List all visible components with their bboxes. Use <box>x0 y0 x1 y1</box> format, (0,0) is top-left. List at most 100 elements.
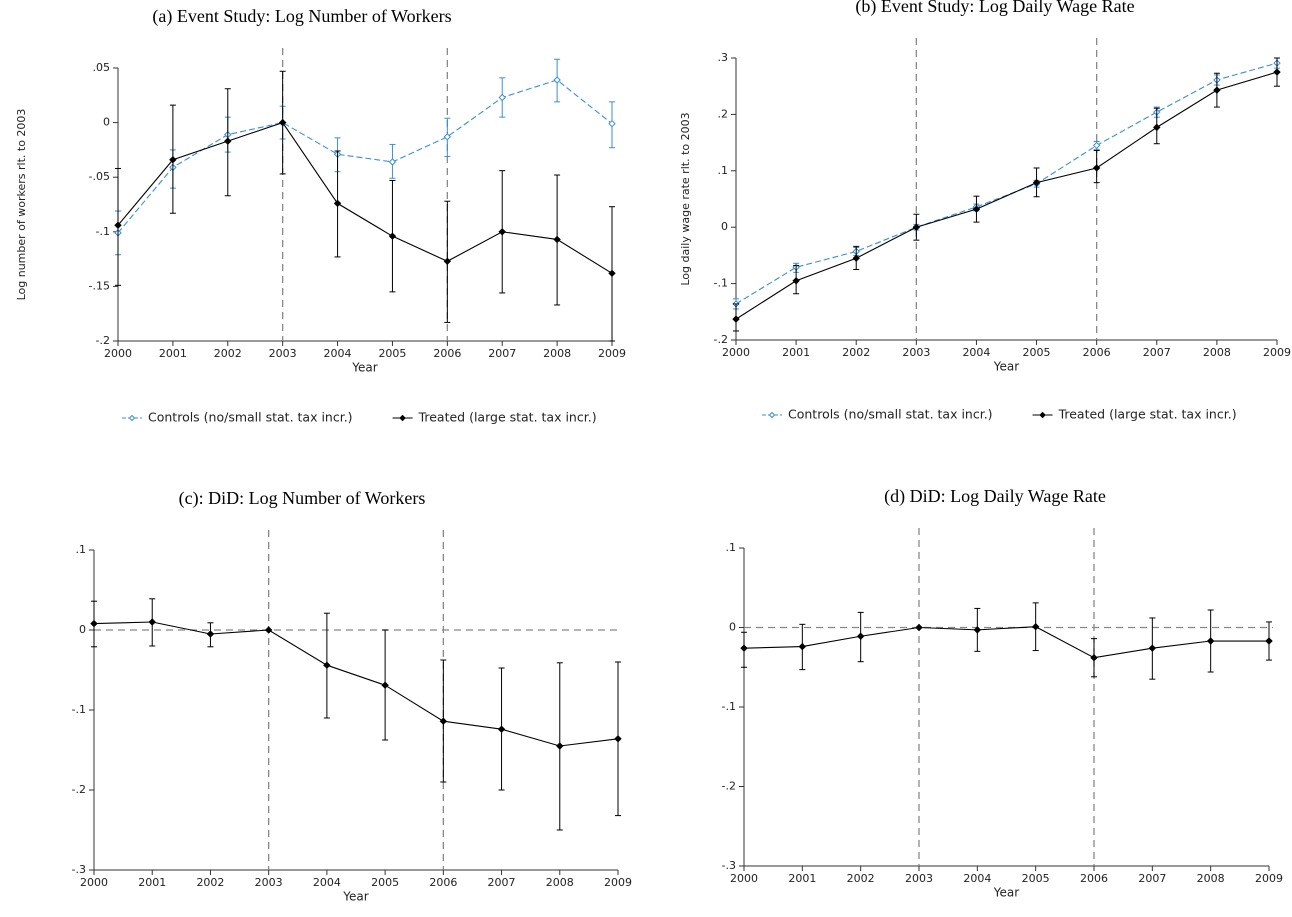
y-tick-label: -.1 <box>96 225 110 238</box>
legend-item: Treated (large stat. tax incr.) <box>392 410 597 425</box>
y-tick-label: .05 <box>93 61 111 74</box>
chart-title: (c): DiD: Log Number of Workers <box>179 488 426 509</box>
x-tick-label: 2004 <box>963 872 991 885</box>
data-point <box>206 630 215 638</box>
data-point <box>224 137 232 145</box>
x-tick-label: 2007 <box>488 876 516 889</box>
data-point <box>856 632 865 640</box>
y-tick-label: 0 <box>729 621 736 634</box>
y-tick-label: -.3 <box>722 859 736 872</box>
data-point <box>169 156 177 164</box>
x-axis-label: Year <box>993 886 1019 900</box>
x-tick-label: 2004 <box>324 347 352 360</box>
data-point <box>608 119 616 128</box>
data-point <box>1206 637 1215 645</box>
x-tick-label: 2005 <box>1023 346 1051 359</box>
legend-marker <box>1039 411 1046 419</box>
x-tick-label: 2000 <box>104 347 132 360</box>
data-point <box>798 642 807 651</box>
data-point <box>498 93 506 102</box>
legend-item: Treated (large stat. tax incr.) <box>1032 407 1237 422</box>
y-tick-label: -.2 <box>722 780 736 793</box>
y-tick-label: 0 <box>79 623 86 636</box>
x-tick-label: 2008 <box>1203 346 1231 359</box>
legend-marker <box>399 414 406 422</box>
x-tick-label: 2002 <box>214 347 242 360</box>
data-point <box>439 717 448 725</box>
x-tick-label: 2001 <box>159 347 187 360</box>
data-point <box>114 221 122 229</box>
data-point <box>1092 164 1101 172</box>
x-tick-label: 2006 <box>429 876 457 889</box>
y-tick-label: -.05 <box>89 170 110 183</box>
data-point <box>497 725 506 733</box>
x-tick-label: 2007 <box>1143 346 1171 359</box>
x-tick-label: 2005 <box>378 347 406 360</box>
series-line <box>735 62 1278 305</box>
x-tick-label: 2009 <box>1263 346 1291 359</box>
x-tick-label: 2006 <box>1080 872 1108 885</box>
data-point <box>1273 68 1281 76</box>
x-tick-label: 2009 <box>604 876 632 889</box>
x-tick-label: 2009 <box>598 347 626 360</box>
data-point <box>1148 644 1157 652</box>
y-tick-label: -.3 <box>72 863 86 876</box>
series-line <box>93 621 619 747</box>
data-point <box>323 661 331 669</box>
x-tick-label: 2000 <box>722 346 750 359</box>
x-tick-label: 2003 <box>902 346 930 359</box>
data-point <box>1092 141 1101 150</box>
x-axis-label: Year <box>342 890 368 904</box>
data-point <box>912 223 921 231</box>
legend-item: Controls (no/small stat. tax incr.) <box>122 410 353 425</box>
data-point <box>1090 654 1098 662</box>
data-point <box>498 228 506 236</box>
x-tick-label: 2000 <box>730 872 758 885</box>
x-tick-label: 2008 <box>546 876 574 889</box>
data-point <box>90 619 98 628</box>
x-tick-label: 2009 <box>1255 872 1283 885</box>
x-tick-label: 2007 <box>488 347 516 360</box>
data-point <box>556 742 564 750</box>
x-tick-label: 2004 <box>313 876 341 889</box>
data-point <box>614 735 622 743</box>
x-tick-label: 2003 <box>255 876 283 889</box>
x-axis-label: Year <box>993 360 1019 374</box>
data-point <box>915 623 923 632</box>
chart-title: (b) Event Study: Log Daily Wage Rate <box>855 0 1134 17</box>
x-tick-label: 2002 <box>842 346 870 359</box>
x-tick-label: 2004 <box>962 346 990 359</box>
data-point <box>972 205 981 213</box>
data-point <box>553 235 561 244</box>
x-tick-label: 2001 <box>782 346 810 359</box>
x-tick-label: 2008 <box>543 347 571 360</box>
series-line <box>743 626 1269 659</box>
data-point <box>1265 637 1273 645</box>
data-point <box>388 158 397 166</box>
data-point <box>1032 178 1041 187</box>
data-point <box>333 199 342 208</box>
series-line <box>117 121 613 274</box>
legend-label: Treated (large stat. tax incr.) <box>418 410 597 425</box>
x-tick-label: 2006 <box>1083 346 1111 359</box>
y-tick-label: .1 <box>718 164 729 177</box>
chart-title: (a) Event Study: Log Number of Workers <box>152 6 451 27</box>
legend-label: Controls (no/small stat. tax incr.) <box>788 407 993 422</box>
data-point <box>148 618 156 626</box>
series-line <box>735 71 1278 320</box>
x-tick-label: 2002 <box>847 872 875 885</box>
data-point <box>553 76 561 84</box>
data-point <box>443 133 452 141</box>
y-axis-label: Log daily wage rate rlt. to 2003 <box>679 112 692 285</box>
y-tick-label: -.1 <box>72 703 86 716</box>
y-tick-label: 0 <box>103 116 110 129</box>
x-tick-label: 2006 <box>433 347 461 360</box>
x-tick-label: 2002 <box>196 876 224 889</box>
data-point <box>388 232 397 240</box>
x-tick-label: 2005 <box>1022 872 1050 885</box>
y-tick-label: -.2 <box>714 333 728 346</box>
y-tick-label: -.2 <box>72 783 86 796</box>
data-point <box>740 644 748 652</box>
legend-marker <box>128 414 136 422</box>
